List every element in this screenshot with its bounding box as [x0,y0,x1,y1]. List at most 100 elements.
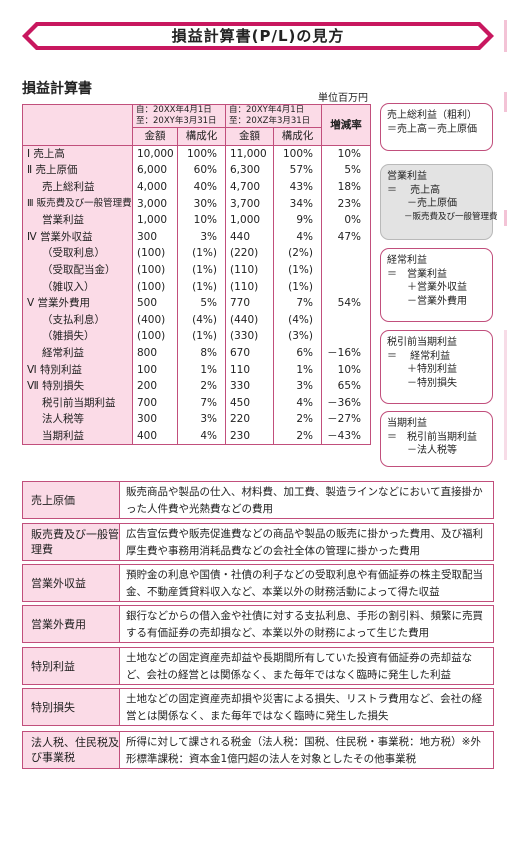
period-start: 自：20XX年4月1日 [136,105,212,115]
ratio-cell: 30% [177,195,226,212]
ratio-cell: (1%) [177,328,226,345]
definition-term: 営業外収益 [23,565,120,601]
definition-row: 営業外費用 銀行などからの借入金や社債に対する支払利息、手形の割引料、頻繁に売買… [22,605,494,643]
formula-line: －法人税等 [387,445,457,456]
ratio-cell: (3%) [273,328,322,345]
definition-row: 売上原価 販売商品や製品の仕入、材料費、加工費、製造ラインなどにおいて直接掛かっ… [22,481,494,519]
edge-decoration [504,20,507,52]
amount-cell: 400 [132,427,178,446]
formula-line: 営業利益 [387,171,427,182]
amount-cell: 6,000 [132,162,178,179]
table-row: 税引前当期利益 700 7% 450 4% －36% [22,394,371,412]
change-rate-cell: －16% [321,344,371,362]
table-row: Ⅵ 特別利益 100 1% 110 1% 10% [22,361,371,378]
edge-decoration [504,330,507,460]
ratio-cell: 2% [273,427,322,446]
table-row: 法人税等 300 3% 220 2% －27% [22,411,371,428]
period-header-2: 自：20XY年4月1日 至：20XZ年3月31日 [225,104,322,128]
formula-line: 税引前当期利益 [387,337,457,348]
definition-desc: 預貯金の利息や国債・社債の利子などの受取利息や有価証券の株主受取配当金、不動産賃… [126,569,483,598]
table-row: （支払利息） (400) (4%) (440) (4%) [22,311,371,329]
ratio-cell: 100% [273,144,322,163]
change-rate-cell: －43% [321,427,371,446]
ratio-cell: 1% [273,361,322,378]
amount-cell: 11,000 [225,144,274,163]
definition-term: 販売費及び一般管理費 [23,524,120,560]
amount-cell: (110) [225,261,274,279]
change-rate-cell [321,278,371,295]
table-row: （雑収入） (100) (1%) (110) (1%) [22,278,371,295]
definition-term: 特別利益 [23,648,120,684]
row-label: Ⅵ 特別利益 [22,361,133,378]
ratio-cell: 2% [177,377,226,395]
row-label: Ⅰ 売上高 [22,144,133,163]
table-row: （雑損失） (100) (1%) (330) (3%) [22,328,371,345]
table-row: （受取利息） (100) (1%) (220) (2%) [22,245,371,262]
ratio-cell: 4% [273,228,322,246]
ratio-cell: 3% [177,411,226,428]
table-row: Ⅴ 営業外費用 500 5% 770 7% 54% [22,294,371,312]
amount-header: 金額 [225,127,274,146]
table-row: 売上総利益 4,000 40% 4,700 43% 18% [22,178,371,196]
change-rate-cell: －27% [321,411,371,428]
amount-cell: 450 [225,394,274,412]
unit-label: 単位百万円 [318,93,368,104]
amount-cell: 10,000 [132,144,178,163]
amount-cell: (400) [132,311,178,329]
formula-box-gross-profit: 売上総利益（粗利） ＝売上高－売上原価 [380,103,493,151]
ratio-cell: 3% [273,377,322,395]
change-rate-cell: 65% [321,377,371,395]
ratio-cell: (1%) [273,261,322,279]
amount-cell: (440) [225,311,274,329]
ratio-cell: 1% [177,361,226,378]
row-label: Ⅳ 営業外収益 [22,228,133,246]
amount-header: 金額 [132,127,178,146]
table-row: Ⅲ 販売費及び一般管理費 3,000 30% 3,700 34% 23% [22,195,371,212]
ratio-cell: 2% [273,411,322,428]
amount-cell: 300 [132,411,178,428]
change-rate-cell: 10% [321,361,371,378]
row-label: Ⅱ 売上原価 [22,162,133,179]
formula-line: 売上総利益（粗利） [387,110,477,121]
table-corner [22,104,133,146]
amount-cell: 100 [132,361,178,378]
row-label: 法人税等 [22,411,133,428]
amount-cell: 3,000 [132,195,178,212]
amount-cell: 770 [225,294,274,312]
amount-cell: (220) [225,245,274,262]
formula-line: －販売費及び一般管理費 [387,211,498,222]
definition-term: 営業外費用 [23,606,120,642]
ratio-cell: 7% [177,394,226,412]
change-rate-cell: 23% [321,195,371,212]
definition-desc: 所得に対して課される税金（法人税：国税、住民税・事業税：地方税）※外形標準課税：… [126,736,481,765]
row-label: Ⅲ 販売費及び一般管理費 [22,195,133,212]
page-title: 損益計算書(P/L)の見方 [171,27,345,45]
formula-line: ＋特別利益 [387,364,457,375]
definition-term: 法人税、住民税及び事業税 [23,732,120,768]
ratio-cell: 3% [177,228,226,246]
formula-line: －営業外費用 [387,295,467,307]
definition-term: 売上原価 [23,482,120,518]
definition-row: 特別利益 土地などの固定資産売却益や長期間所有していた投資有価証券の売却益など、… [22,647,494,685]
change-rate-header: 増減率 [321,104,371,146]
change-rate-cell: －36% [321,394,371,412]
definition-term-text: 販売費及び一般管理費 [31,528,119,556]
formula-box-net-profit: 当期利益 ＝ 税引前当期利益 －法人税等 [380,411,493,467]
ratio-cell: (1%) [177,278,226,295]
change-rate-cell [321,245,371,262]
row-label: 税引前当期利益 [22,394,133,412]
change-rate-cell [321,328,371,345]
ratio-cell: 8% [177,344,226,362]
amount-cell: 3,700 [225,195,274,212]
formula-line: 経常利益 [387,255,427,266]
ratio-cell: 43% [273,178,322,196]
formula-line: －特別損失 [387,377,457,389]
row-label: （雑損失） [22,328,133,345]
formula-line: ＝ 売上高 [387,184,441,196]
ratio-cell: 6% [273,344,322,362]
amount-cell: (100) [132,261,178,279]
definition-row: 販売費及び一般管理費 広告宣伝費や販売促進費などの商品や製品の販売に掛かった費用… [22,523,494,561]
amount-cell: (330) [225,328,274,345]
ratio-header: 構成化 [273,127,322,146]
ratio-cell: 5% [177,294,226,312]
